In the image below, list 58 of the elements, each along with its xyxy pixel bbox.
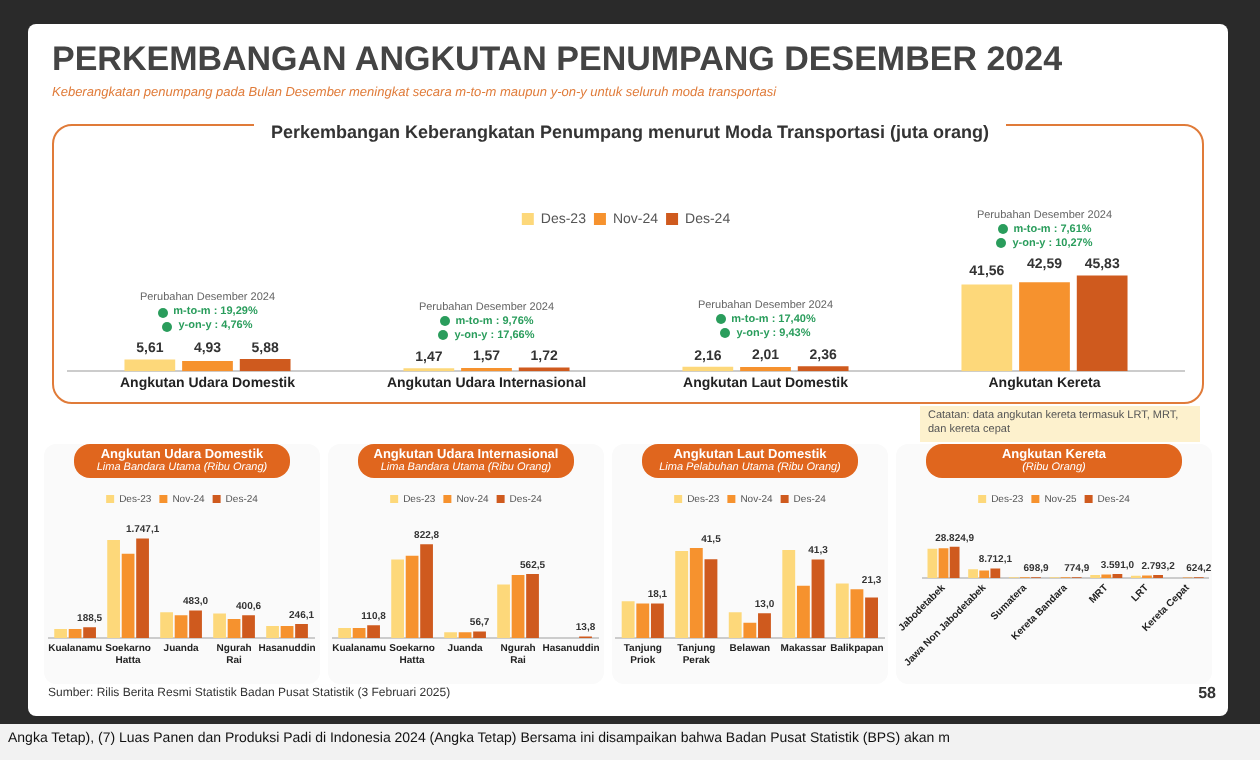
bar	[850, 589, 864, 638]
bar	[497, 584, 510, 638]
bar	[675, 550, 689, 638]
bar	[961, 284, 1013, 372]
bar	[280, 626, 294, 638]
bar	[1076, 275, 1128, 372]
bar	[160, 612, 173, 638]
bar	[121, 553, 135, 638]
bar	[473, 631, 486, 638]
bar	[189, 610, 202, 638]
bar	[107, 539, 120, 638]
bar	[689, 547, 703, 638]
bar	[444, 632, 457, 638]
bar	[949, 546, 960, 578]
text: PERKEMBANGAN ANGKUTAN PENUMPANG DESEMBER 2024	[52, 40, 1063, 80]
bar	[54, 628, 67, 638]
bar	[865, 597, 878, 638]
bar	[797, 366, 849, 372]
bar	[621, 601, 635, 638]
bar	[728, 612, 742, 638]
bar	[136, 538, 149, 638]
bar	[352, 628, 366, 638]
bar	[796, 585, 810, 638]
bar	[420, 544, 433, 638]
bar	[782, 550, 796, 638]
bar	[227, 618, 241, 638]
text: 58	[1198, 684, 1216, 702]
chart-title: Perkembangan Keberangkatan Penumpang menurut Moda Transportasi (juta orang)	[254, 122, 1006, 142]
bar	[405, 555, 419, 638]
bar	[83, 627, 96, 638]
bar	[391, 559, 404, 638]
bar	[938, 548, 949, 578]
bar	[650, 603, 664, 638]
bar	[704, 559, 718, 638]
bar	[511, 574, 525, 638]
bar	[811, 559, 825, 638]
bar	[927, 548, 938, 578]
bar	[758, 613, 771, 638]
bar	[213, 613, 226, 638]
bar	[979, 570, 990, 578]
bar	[743, 622, 757, 638]
bar	[990, 568, 1001, 578]
bar	[367, 625, 380, 638]
bar	[526, 573, 539, 638]
bar	[338, 628, 351, 638]
bar	[68, 628, 82, 638]
bar	[458, 632, 472, 638]
bar	[968, 569, 978, 578]
bar	[239, 358, 291, 372]
bar	[1019, 282, 1070, 372]
bar	[174, 615, 188, 638]
bar	[124, 359, 176, 372]
bar	[835, 583, 849, 638]
bar	[266, 626, 279, 638]
bar	[182, 360, 233, 372]
bar	[636, 603, 650, 638]
bar	[242, 615, 255, 638]
bar	[295, 623, 308, 638]
